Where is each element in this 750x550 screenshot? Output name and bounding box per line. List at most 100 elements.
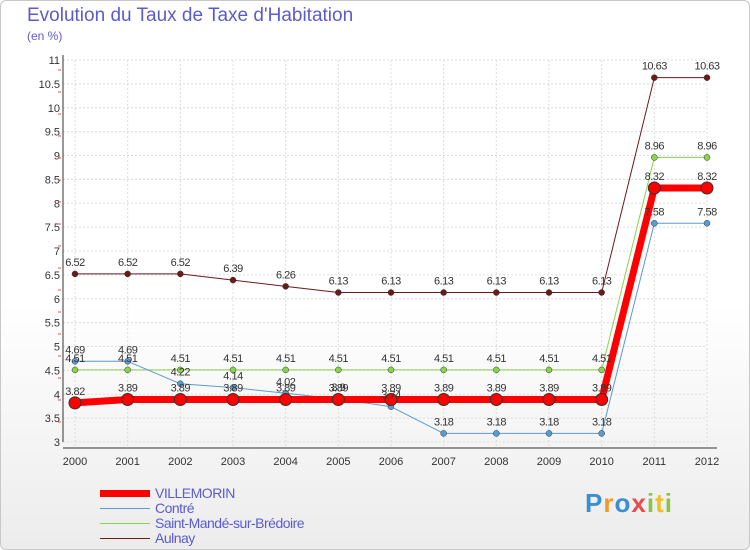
legend-label: Contré [155,500,195,516]
data-point [647,181,661,195]
data-point [489,393,503,407]
data-label: 6.52 [171,257,191,269]
data-label: 6.13 [487,276,507,288]
data-point [542,393,556,407]
data-point [703,220,711,227]
data-label: 3.89 [539,383,559,395]
legend-swatch [100,523,150,524]
data-label: 3.89 [276,383,296,395]
data-label: 8.96 [645,140,665,152]
legend-label: Aulnay [155,530,195,546]
x-tick-label: 2003 [221,456,245,468]
data-point [282,366,289,374]
data-label: 4.22 [171,367,191,379]
data-point [335,366,342,374]
data-label: 10.63 [694,61,719,73]
data-label: 3.89 [223,383,243,395]
data-label: 3.89 [329,383,349,395]
x-tick-label: 2012 [695,456,719,468]
data-label: 4.02 [276,376,296,388]
data-point [387,366,395,374]
data-point [282,283,289,290]
data-point [124,366,131,374]
data-label: 7.58 [697,206,717,218]
data-label: 8.96 [697,140,717,152]
data-point [177,270,184,278]
data-point [71,270,79,278]
legend-swatch [100,508,150,509]
data-label: 3.89 [434,383,454,395]
x-tick-label: 2001 [115,456,139,468]
data-point [68,396,82,410]
data-point [598,430,605,437]
data-point [595,393,609,407]
legend-label: Saint-Mandé-sur-Brédoire [155,515,305,531]
data-point [700,181,714,195]
y-tick-label: 5 [54,342,60,354]
data-point [545,430,553,437]
data-label: 3.18 [539,416,559,428]
proxiti-logo: Proxiti [585,488,673,518]
data-point [384,393,398,407]
data-label: 6.39 [223,263,243,275]
data-point [387,289,395,296]
chart-subtitle: (en %) [27,29,63,43]
data-label: 3.18 [434,416,454,428]
legend-swatch [100,490,150,497]
data-label: 4.51 [592,353,612,365]
data-point [703,74,711,81]
y-tick-label: 10 [48,103,60,115]
x-tick-label: 2006 [379,456,403,468]
chart-title: Evolution du Taux de Taxe d'Habitation [27,5,354,26]
data-label: 6.52 [65,257,85,269]
data-point [437,393,451,407]
x-tick-label: 2008 [484,456,508,468]
y-tick-label: 4 [54,389,60,401]
y-tick-label: 6.5 [45,270,60,282]
legend-label: VILLEMORIN [155,485,235,501]
x-tick-label: 2011 [643,456,667,468]
data-label: 7.58 [645,206,665,218]
data-label: 4.51 [434,353,454,365]
x-tick-label: 2000 [63,456,87,468]
data-label: 4.51 [487,353,507,365]
y-tick-label: 8.5 [45,174,60,186]
data-point [71,366,79,374]
data-label: 6.13 [539,276,559,288]
data-point [598,366,605,374]
y-tick-label: 6 [54,294,60,306]
data-point [440,289,447,296]
data-label: 6.52 [118,257,138,269]
y-tick-label: 11 [49,55,60,67]
data-point [545,289,553,296]
data-label: 4.69 [65,344,85,356]
data-label: 6.13 [434,276,454,288]
x-tick-label: 2002 [168,456,192,468]
data-point [598,289,605,296]
data-point [121,393,135,407]
x-tick-label: 2010 [589,456,613,468]
data-label: 4.51 [223,353,243,365]
data-point [229,366,237,374]
data-label: 3.9 [331,382,345,394]
data-label: 3.74 [381,390,401,402]
y-tick-label: 4.5 [45,365,60,377]
data-label: 3.89 [118,383,138,395]
data-label: 6.13 [381,276,401,288]
data-point [226,393,240,407]
y-tick-label: 5.5 [45,318,60,330]
data-point [703,154,711,161]
data-label: 3.89 [381,383,401,395]
data-point [331,393,345,407]
data-label: 4.51 [539,353,559,365]
data-label: 4.69 [118,344,138,356]
x-tick-label: 2009 [537,456,561,468]
data-point [173,393,187,407]
y-tick-label: 9.5 [45,127,60,139]
data-point [493,366,500,374]
y-tick-label: 9 [54,151,60,163]
data-label: 4.51 [276,353,296,365]
x-tick-label: 2004 [273,456,297,468]
data-label: 4.51 [65,353,85,365]
data-point [493,289,500,296]
